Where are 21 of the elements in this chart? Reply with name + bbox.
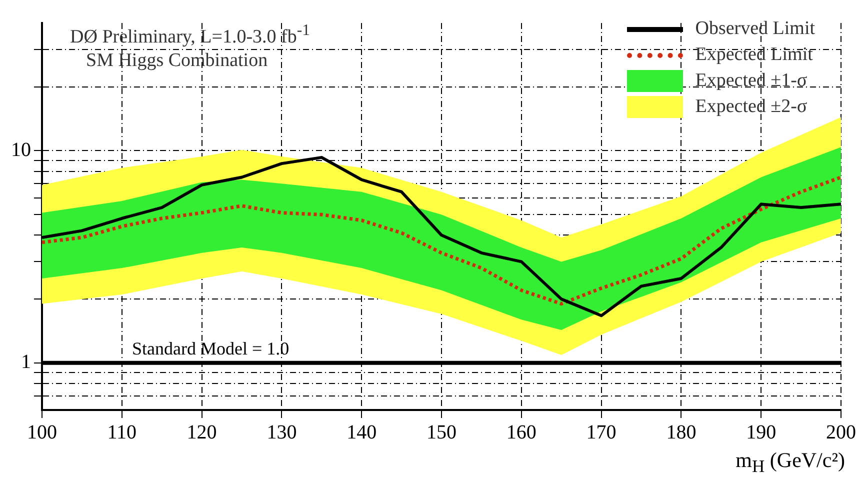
line-series [42, 176, 841, 306]
x-tick-label: 200 [826, 421, 856, 444]
x-tick-label: 110 [107, 421, 137, 444]
x-tick-label: 150 [426, 421, 456, 444]
chart-title: DØ Preliminary, L=1.0-3.0 fb$^{-1}$ [70, 22, 310, 48]
legend-label: Expected ±2-σ [695, 96, 808, 118]
legend-label: Expected Limit [695, 44, 813, 66]
legend-label: Observed Limit [695, 18, 815, 40]
text: SM Higgs Combination [86, 50, 268, 72]
legend-label: Expected ±1-σ [695, 70, 808, 92]
x-tick-label: 190 [746, 421, 776, 444]
x-tick-label: 180 [666, 421, 696, 444]
x-tick-label: 120 [186, 421, 217, 444]
x-tick-label: 130 [266, 421, 297, 444]
x-axis-title: m$_{H}$ (GeV/c²) [736, 448, 845, 478]
y-tick-label: 1 [21, 351, 31, 374]
x-tick-label: 170 [586, 421, 616, 444]
x-tick-label: 160 [506, 421, 536, 444]
y-tick-label: 10 [11, 138, 31, 161]
x-tick-label: 140 [346, 421, 377, 444]
x-tick-label: 100 [27, 421, 57, 444]
